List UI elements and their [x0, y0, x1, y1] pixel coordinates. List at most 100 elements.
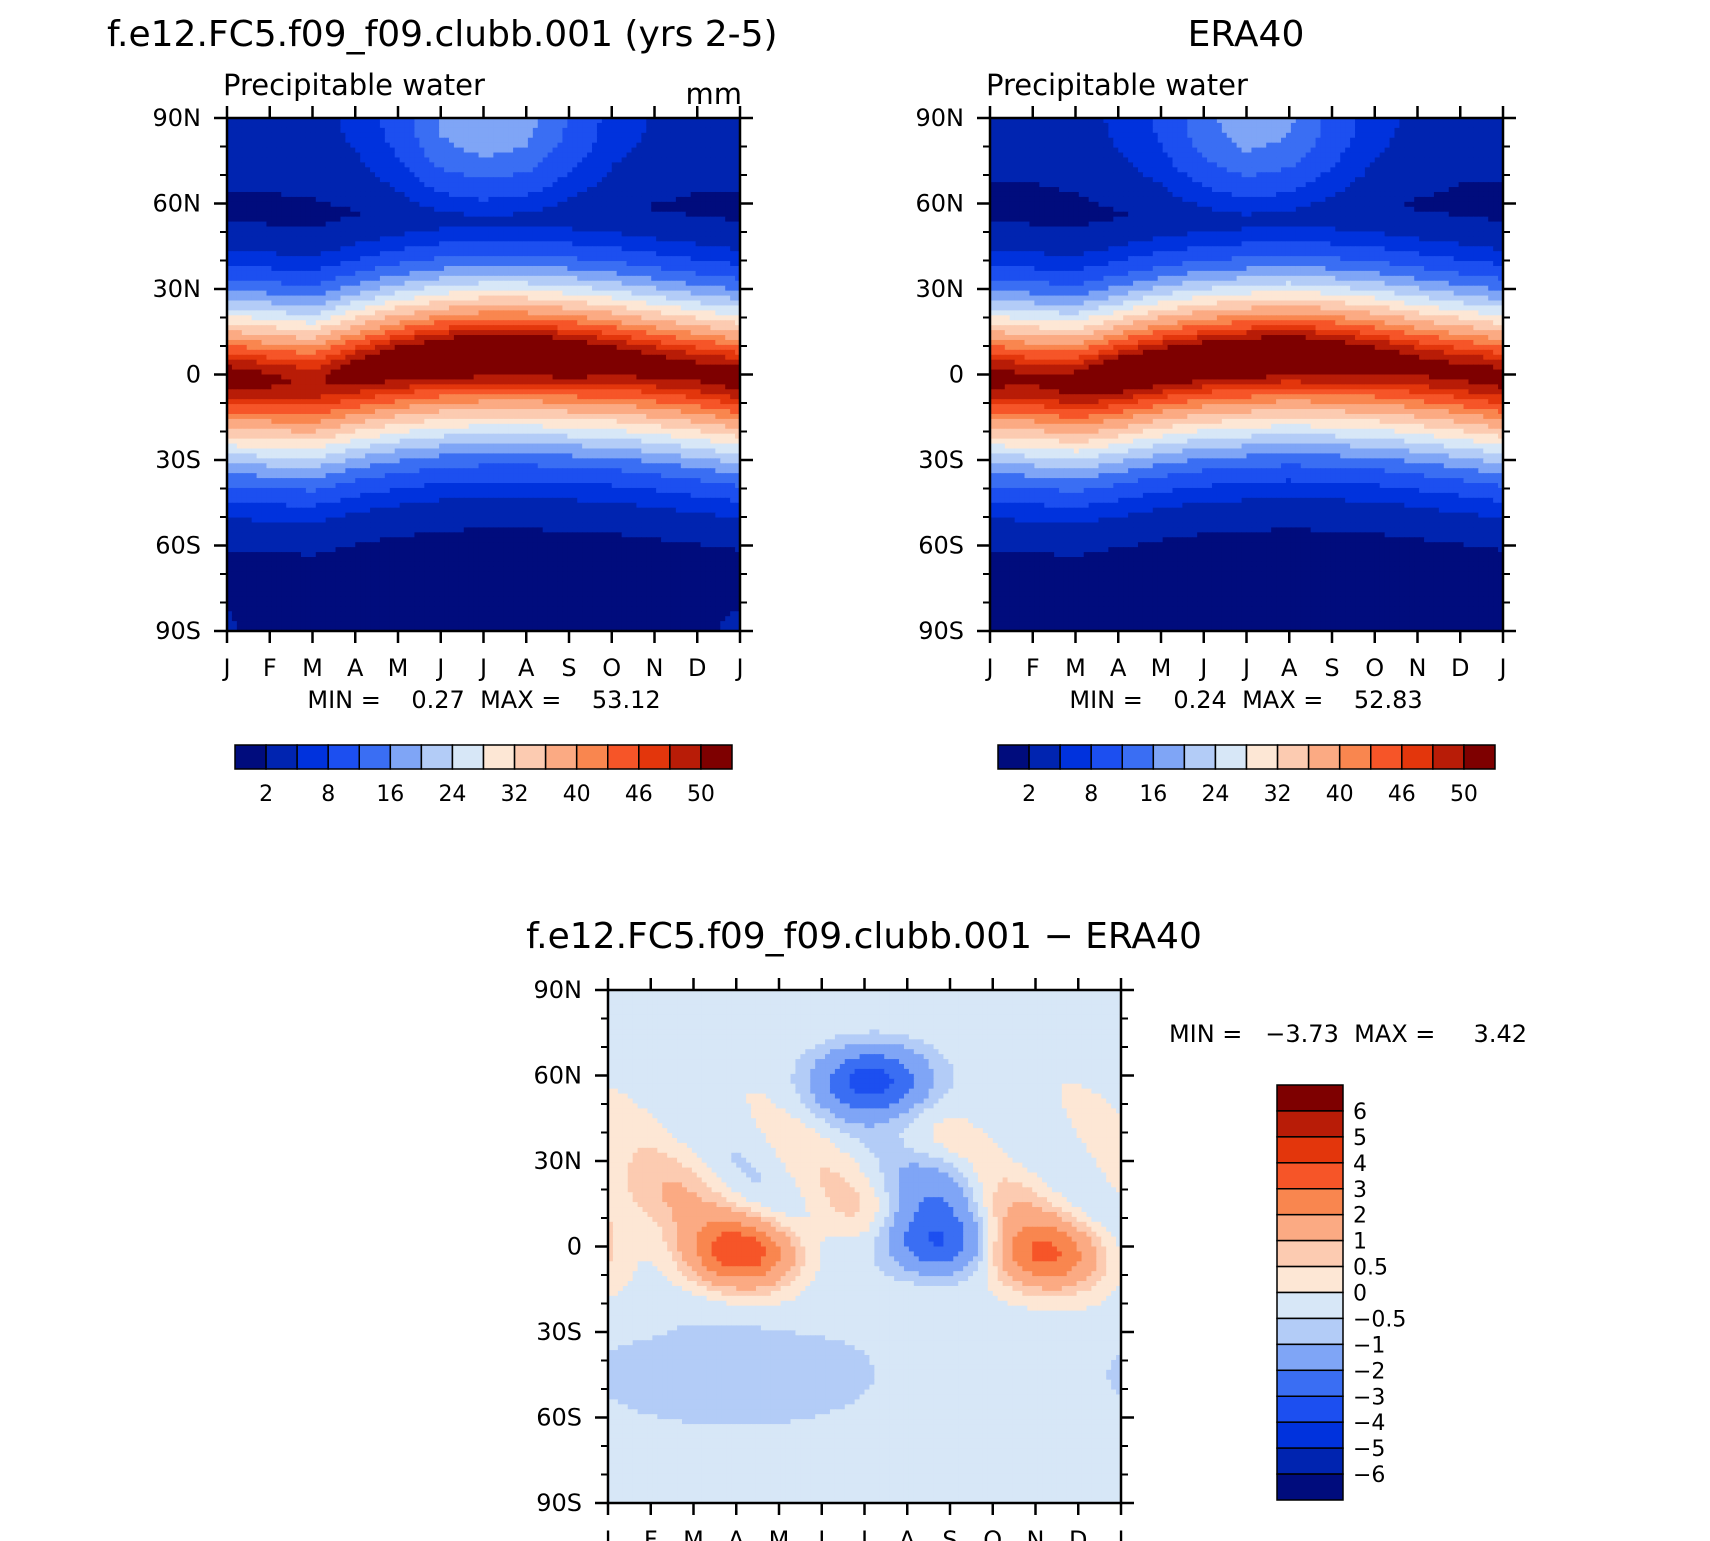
field-cell	[577, 206, 583, 213]
field-cell	[281, 137, 287, 144]
field-cell	[656, 147, 662, 154]
field-cell	[291, 251, 297, 257]
field-cell	[646, 300, 652, 307]
field-cell	[394, 265, 401, 272]
field-cell	[690, 201, 697, 208]
field-cell	[286, 315, 292, 321]
field-cell	[587, 330, 593, 336]
field-cell	[715, 152, 721, 159]
field-cell	[246, 122, 253, 129]
field-cell	[350, 137, 356, 144]
field-cell	[355, 167, 361, 173]
field-cell	[577, 127, 583, 134]
field-cell	[715, 206, 721, 213]
field-cell	[266, 132, 272, 139]
field-cell	[730, 191, 736, 198]
field-cell	[690, 261, 697, 267]
field-cell	[350, 344, 356, 351]
field-cell	[414, 187, 420, 193]
field-cell	[547, 325, 554, 331]
field-cell	[434, 320, 440, 326]
field-cell	[360, 182, 366, 188]
field-cell	[695, 344, 702, 351]
field-cell	[305, 187, 312, 193]
field-cell	[572, 300, 578, 307]
field-cell	[335, 142, 342, 149]
field-cell	[656, 241, 662, 247]
field-cell	[715, 132, 721, 139]
field-cell	[458, 167, 465, 173]
field-cell	[705, 241, 711, 247]
field-cell	[567, 191, 573, 198]
field-cell	[345, 270, 351, 277]
field-cell	[636, 310, 642, 316]
field-cell	[384, 241, 391, 247]
field-cell	[231, 177, 238, 183]
field-cell	[453, 157, 460, 163]
field-cell	[503, 246, 509, 252]
field-cell	[365, 310, 371, 316]
field-cell	[675, 344, 682, 351]
field-cell	[626, 300, 633, 307]
field-cell	[281, 315, 287, 321]
field-cell	[582, 162, 588, 168]
field-cell	[725, 315, 731, 321]
field-cell	[374, 310, 381, 316]
field-cell	[360, 285, 366, 292]
field-cell	[439, 137, 445, 144]
field-cell	[508, 132, 514, 139]
field-cell	[409, 147, 416, 154]
field-cell	[488, 270, 494, 277]
field-cell	[596, 211, 603, 218]
field-cell	[735, 325, 740, 331]
field-cell	[320, 241, 327, 247]
field-cell	[325, 187, 332, 193]
field-cell	[542, 261, 549, 267]
field-cell	[404, 349, 411, 356]
field-cell	[730, 226, 736, 233]
field-cell	[518, 182, 524, 188]
field-cell	[429, 226, 435, 233]
field-cell	[330, 349, 337, 356]
field-cell	[409, 162, 416, 168]
field-cell	[656, 211, 662, 218]
field-cell	[291, 221, 297, 228]
field-cell	[695, 211, 702, 218]
field-cell	[370, 132, 376, 139]
field-cell	[424, 246, 430, 252]
field-cell	[493, 285, 499, 292]
field-cell	[256, 295, 263, 302]
field-cell	[404, 275, 411, 282]
field-cell	[379, 270, 386, 277]
field-cell	[483, 157, 490, 163]
field-cell	[271, 177, 277, 183]
field-cell	[300, 162, 307, 168]
field-cell	[394, 270, 401, 277]
field-cell	[661, 344, 667, 351]
field-cell	[330, 137, 337, 144]
field-cell	[498, 256, 504, 262]
field-cell	[414, 290, 420, 297]
field-cell	[675, 196, 682, 203]
field-cell	[261, 221, 268, 228]
field-cell	[448, 251, 455, 257]
field-cell	[503, 226, 509, 233]
field-cell	[537, 191, 544, 198]
field-cell	[370, 122, 376, 129]
field-cell	[266, 196, 272, 203]
field-cell	[251, 335, 258, 341]
field-cell	[360, 187, 366, 193]
field-cell	[468, 270, 475, 277]
field-cell	[725, 325, 731, 331]
field-cell	[360, 147, 366, 154]
field-cell	[646, 325, 652, 331]
field-cell	[587, 320, 593, 326]
field-cell	[577, 310, 583, 316]
field-cell	[394, 335, 401, 341]
field-cell	[636, 280, 642, 287]
field-cell	[399, 231, 406, 237]
field-cell	[419, 118, 425, 124]
field-cell	[720, 320, 726, 326]
field-cell	[508, 349, 514, 356]
field-cell	[325, 211, 332, 218]
